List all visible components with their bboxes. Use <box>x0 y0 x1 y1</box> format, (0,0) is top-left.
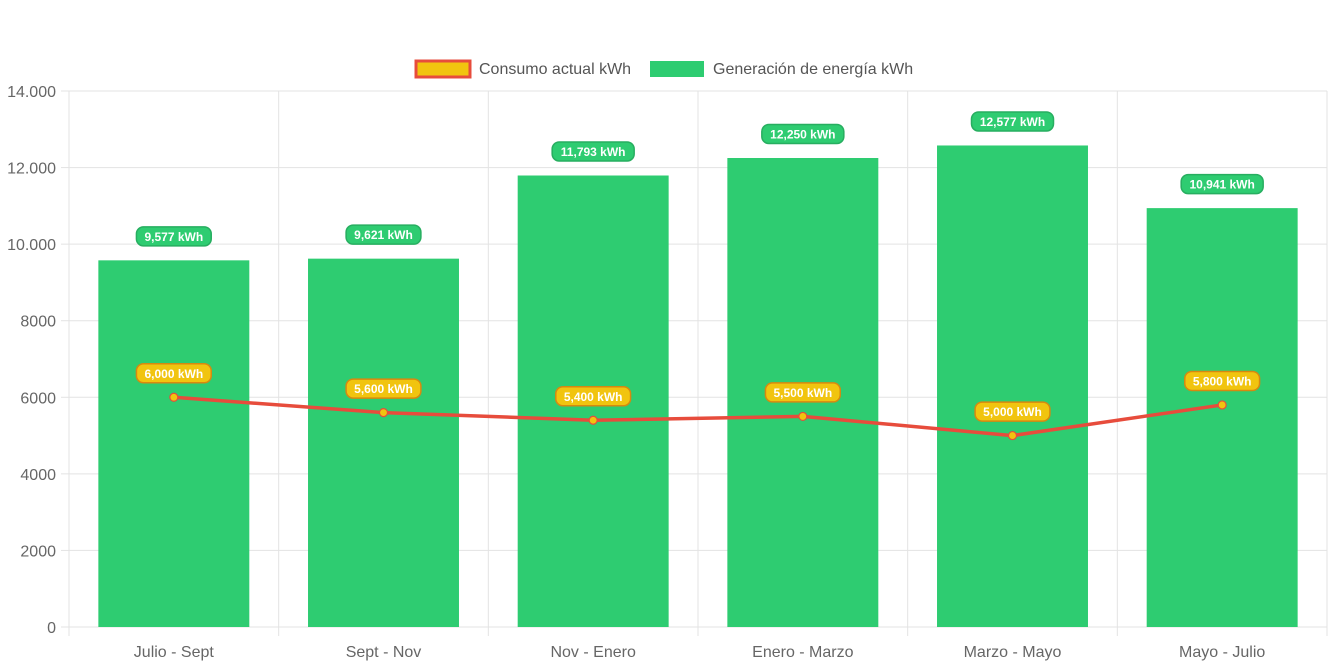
y-tick-label: 0 <box>47 620 56 637</box>
bar-data-label-bg <box>1180 173 1264 195</box>
bar-data-label: 12,250 kWh <box>770 128 835 142</box>
bar-data-label: 9,621 kWh <box>354 228 413 242</box>
line-data-label-bg <box>764 382 841 403</box>
y-tick-label: 4000 <box>20 467 56 484</box>
line-data-label: 5,400 kWh <box>564 390 623 404</box>
x-tick-label: Mayo - Julio <box>1179 644 1265 661</box>
grid-lines <box>68 90 1328 628</box>
bar <box>98 260 250 627</box>
x-tick-label: Nov - Enero <box>550 644 635 661</box>
line-data-label-bg <box>345 378 422 399</box>
line-point <box>169 392 179 402</box>
y-tick-label: 14.000 <box>7 84 56 101</box>
x-axis: Julio - Sept Sept - Nov Nov - Enero Enero -… <box>68 627 1328 661</box>
line-data-label-bg <box>555 386 632 407</box>
legend-label-consumo: Consumo actual kWh <box>479 61 631 78</box>
legend-swatch-consumo <box>414 59 472 79</box>
data-labels: 9,577 kWh 9,621 kWh 11,793 kWh 12,250 kWh 12… <box>135 111 1264 422</box>
line-point <box>378 408 389 418</box>
line-data-label: 5,500 kWh <box>773 386 832 400</box>
bar-data-label: 11,793 kWh <box>561 145 626 159</box>
bar-data-label-bg <box>135 226 212 247</box>
bar-data-label-bg <box>345 224 422 245</box>
bar-data-label: 12,577 kWh <box>980 115 1045 129</box>
line-data-label: 5,600 kWh <box>354 382 413 396</box>
y-axis: 0 2000 4000 6000 8000 10.000 12.000 14.000 <box>7 84 69 637</box>
x-tick-label: Julio - Sept <box>134 644 215 661</box>
y-tick-label: 8000 <box>20 314 56 331</box>
consumo-line <box>173 395 1223 438</box>
bar <box>937 145 1088 627</box>
line-data-label-bg <box>135 363 212 384</box>
bar-data-label: 10,941 kWh <box>1189 178 1254 192</box>
x-tick-label: Marzo - Mayo <box>964 644 1062 661</box>
line-data-label-bg <box>1184 370 1261 392</box>
y-tick-label: 12.000 <box>7 161 56 178</box>
bar-data-label-bg <box>551 141 635 162</box>
x-tick-label: Enero - Marzo <box>752 644 853 661</box>
legend-label-generacion: Generación de energía kWh <box>713 61 913 78</box>
line-data-label: 6,000 kWh <box>144 367 203 381</box>
y-tick-label: 2000 <box>20 543 56 560</box>
bar-data-label-bg <box>761 123 845 145</box>
line-data-label-bg <box>974 401 1051 422</box>
line-data-label: 5,000 kWh <box>983 405 1042 419</box>
line-point <box>798 411 808 422</box>
bar-data-label: 9,577 kWh <box>144 230 203 244</box>
line-series <box>169 392 1227 441</box>
legend-swatch-generacion <box>650 61 704 77</box>
line-data-label: 5,800 kWh <box>1193 374 1252 388</box>
y-tick-label: 6000 <box>20 390 56 407</box>
line-point <box>1007 430 1018 441</box>
line-point <box>588 415 598 425</box>
bar <box>1146 208 1298 627</box>
bar <box>308 258 459 627</box>
y-tick-label: 10.000 <box>7 237 56 254</box>
chart-legend: Consumo actual kWh Generación de energía… <box>414 59 913 79</box>
line-point <box>1217 400 1227 410</box>
bar-data-label-bg <box>970 111 1055 132</box>
x-tick-label: Sept - Nov <box>346 644 422 661</box>
bar-series <box>98 145 1298 627</box>
